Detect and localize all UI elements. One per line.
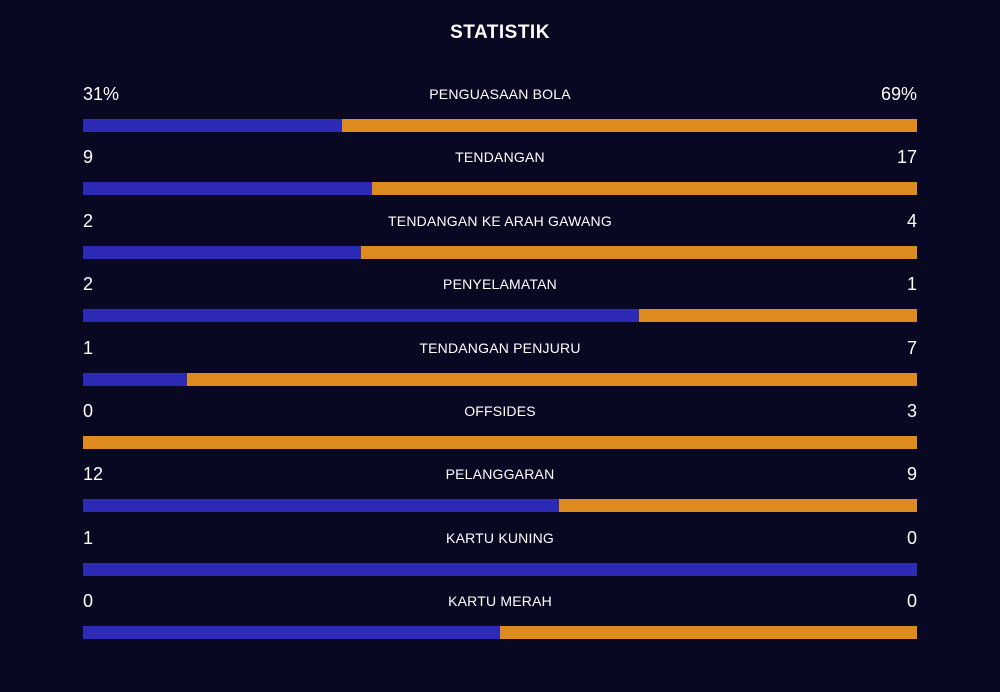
- stats-list: 31% PENGUASAAN BOLA 69% 9 TENDANGAN 17 2…: [83, 82, 917, 653]
- stat-label: TENDANGAN: [455, 149, 545, 166]
- stat-label: KARTU KUNING: [446, 529, 554, 546]
- home-bar-fill: [83, 372, 188, 386]
- stat-bar: [83, 626, 917, 640]
- home-value: 1: [83, 337, 94, 358]
- stat-label: PENGUASAAN BOLA: [429, 86, 571, 102]
- home-value: 9: [83, 147, 94, 168]
- stat-bar: [83, 562, 917, 576]
- stat-bar: [83, 499, 917, 513]
- home-value: 0: [83, 400, 94, 421]
- away-value: 0: [906, 591, 917, 612]
- stat-row-corners: 1 TENDANGAN PENJURU 7: [83, 336, 917, 399]
- away-value: 0: [906, 527, 917, 548]
- home-value: 0: [83, 591, 94, 612]
- stat-label: KARTU MERAH: [448, 593, 552, 610]
- away-value: 69%: [880, 84, 917, 104]
- stat-bar: [83, 245, 917, 259]
- home-bar-fill: [83, 309, 640, 323]
- stat-row-saves: 2 PENYELAMATAN 1: [83, 272, 917, 335]
- stats-title: STATISTIK: [450, 22, 550, 43]
- stat-row-shots-on-target: 2 TENDANGAN KE ARAH GAWANG 4: [83, 209, 917, 272]
- home-bar-fill: [83, 499, 560, 513]
- stat-row-shots: 9 TENDANGAN 17: [83, 145, 917, 208]
- stat-bar: [83, 182, 917, 196]
- home-bar-fill: [83, 182, 372, 196]
- stat-bar: [83, 309, 917, 323]
- stat-row-offsides: 0 OFFSIDES 3: [83, 399, 917, 462]
- away-value: 3: [906, 400, 917, 421]
- stat-row-red-cards: 0 KARTU MERAH 0: [83, 589, 917, 652]
- stat-bar: [83, 119, 917, 132]
- stat-bar: [83, 372, 917, 386]
- stat-row-possession: 31% PENGUASAAN BOLA 69%: [83, 82, 917, 145]
- away-value: 9: [906, 464, 917, 485]
- away-value: 17: [896, 147, 917, 168]
- home-value: 2: [83, 210, 94, 231]
- stat-label: TENDANGAN KE ARAH GAWANG: [388, 212, 612, 229]
- away-value: 4: [906, 210, 917, 231]
- stat-label: PELANGGARAN: [445, 466, 555, 483]
- home-value: 31%: [83, 84, 120, 104]
- stat-bar: [83, 435, 917, 449]
- home-value: 2: [83, 274, 94, 295]
- away-value: 1: [906, 274, 917, 295]
- home-bar-fill: [83, 119, 342, 132]
- home-value: 1: [83, 527, 94, 548]
- away-value: 7: [906, 337, 917, 358]
- stat-label: PENYELAMATAN: [443, 276, 557, 293]
- stat-label: OFFSIDES: [464, 402, 536, 419]
- home-value: 12: [83, 464, 104, 485]
- stat-row-yellow-cards: 1 KARTU KUNING 0: [83, 526, 917, 589]
- home-bar-fill: [83, 562, 917, 576]
- home-bar-fill: [83, 245, 361, 259]
- stat-label: TENDANGAN PENJURU: [419, 339, 581, 356]
- home-bar-fill: [83, 626, 500, 640]
- stat-row-fouls: 12 PELANGGARAN 9: [83, 462, 917, 525]
